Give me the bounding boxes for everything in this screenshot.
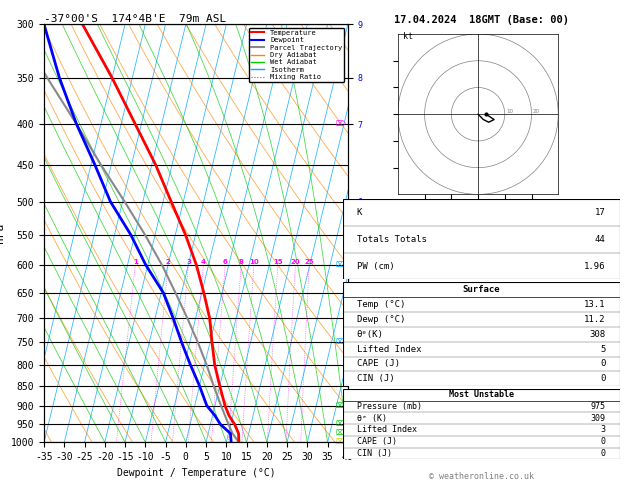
Text: 17.04.2024  18GMT (Base: 00): 17.04.2024 18GMT (Base: 00) <box>394 15 569 25</box>
Text: 3: 3 <box>601 425 606 434</box>
Text: 1.96: 1.96 <box>584 261 606 271</box>
Text: 1: 1 <box>133 259 138 265</box>
Legend: Temperature, Dewpoint, Parcel Trajectory, Dry Adiabat, Wet Adiabat, Isotherm, Mi: Temperature, Dewpoint, Parcel Trajectory… <box>248 28 344 82</box>
Text: θᵉ(K): θᵉ(K) <box>357 330 384 339</box>
Text: © weatheronline.co.uk: © weatheronline.co.uk <box>429 472 533 481</box>
Y-axis label: hPa: hPa <box>0 223 5 243</box>
Text: ⌦: ⌦ <box>336 121 346 127</box>
Text: Most Unstable: Most Unstable <box>448 390 514 399</box>
Text: 309: 309 <box>591 414 606 423</box>
Text: 10: 10 <box>506 109 513 114</box>
Text: 3: 3 <box>186 259 191 265</box>
Text: 0: 0 <box>601 449 606 458</box>
Text: CIN (J): CIN (J) <box>357 374 394 383</box>
Text: Lifted Index: Lifted Index <box>357 345 421 353</box>
Text: Totals Totals: Totals Totals <box>357 235 426 244</box>
Text: 13.1: 13.1 <box>584 300 606 309</box>
Text: -37°00'S  174°4B'E  79m ASL: -37°00'S 174°4B'E 79m ASL <box>44 14 226 23</box>
Text: 10: 10 <box>249 259 259 265</box>
Text: kt: kt <box>403 33 413 41</box>
Text: 8: 8 <box>239 259 243 265</box>
Text: Temp (°C): Temp (°C) <box>357 300 405 309</box>
X-axis label: Dewpoint / Temperature (°C): Dewpoint / Temperature (°C) <box>116 468 276 478</box>
Text: PW (cm): PW (cm) <box>357 261 394 271</box>
Text: 0: 0 <box>601 437 606 446</box>
Y-axis label: km
ASL: km ASL <box>378 226 398 241</box>
Text: CIN (J): CIN (J) <box>357 449 392 458</box>
Text: ⌦: ⌦ <box>336 439 346 445</box>
Text: Pressure (mb): Pressure (mb) <box>357 402 421 411</box>
Text: Dewp (°C): Dewp (°C) <box>357 315 405 324</box>
Text: CAPE (J): CAPE (J) <box>357 437 397 446</box>
Text: 17: 17 <box>595 208 606 217</box>
Text: 20: 20 <box>533 109 540 114</box>
Text: 0: 0 <box>600 360 606 368</box>
Text: ⌦: ⌦ <box>336 431 346 436</box>
Text: ⌦: ⌦ <box>336 339 346 346</box>
Text: K: K <box>357 208 362 217</box>
Text: Lifted Index: Lifted Index <box>357 425 416 434</box>
Text: 20: 20 <box>291 259 300 265</box>
Text: CAPE (J): CAPE (J) <box>357 360 399 368</box>
Text: ⌦: ⌦ <box>336 262 346 268</box>
Text: 308: 308 <box>589 330 606 339</box>
Text: 4: 4 <box>201 259 206 265</box>
Text: 5: 5 <box>600 345 606 353</box>
Text: 6: 6 <box>223 259 228 265</box>
Text: 25: 25 <box>304 259 314 265</box>
Text: θᵉ (K): θᵉ (K) <box>357 414 387 423</box>
Text: ⌦: ⌦ <box>336 403 346 409</box>
Text: 975: 975 <box>591 402 606 411</box>
Text: 2: 2 <box>166 259 170 265</box>
Text: ⌦: ⌦ <box>336 421 346 428</box>
Text: Surface: Surface <box>462 285 500 294</box>
Text: 11.2: 11.2 <box>584 315 606 324</box>
Text: 44: 44 <box>595 235 606 244</box>
Text: 0: 0 <box>600 374 606 383</box>
Text: 15: 15 <box>273 259 282 265</box>
